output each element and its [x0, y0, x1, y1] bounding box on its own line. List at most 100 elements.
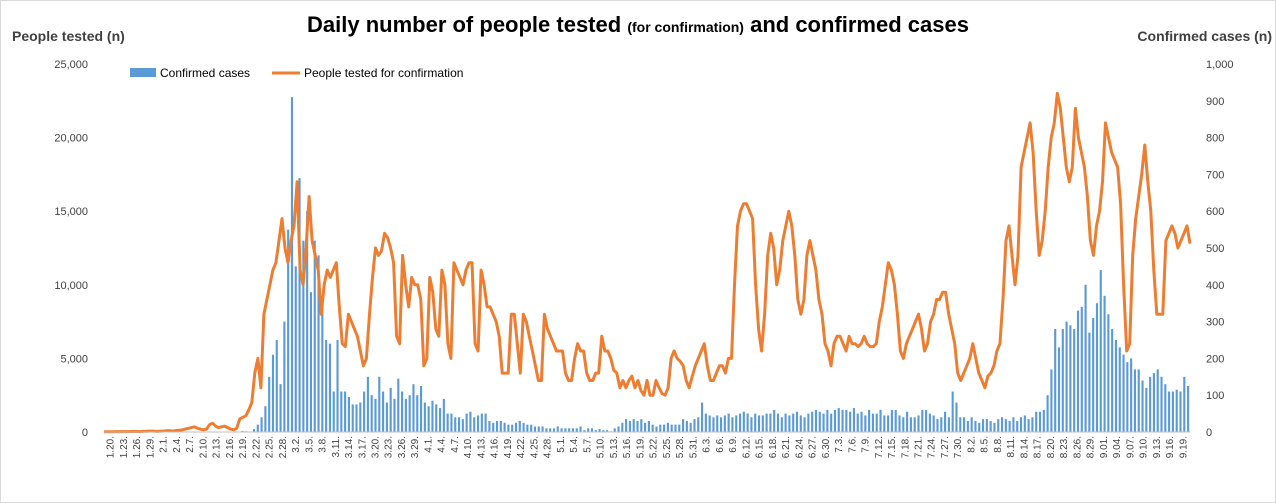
x-tick-label: 5.1. — [556, 436, 567, 453]
confirmed-bar — [898, 415, 901, 432]
x-tick-label: 3.23. — [384, 436, 395, 458]
confirmed-bar — [397, 378, 400, 432]
confirmed-bar — [814, 409, 818, 432]
confirmed-bar — [1187, 386, 1190, 432]
confirmed-bar — [271, 354, 275, 432]
confirmed-bar — [359, 402, 362, 432]
confirmed-bar — [723, 415, 726, 432]
confirmed-bar — [890, 409, 893, 432]
confirmed-bar — [412, 384, 415, 432]
x-tick-label: 7.30. — [953, 436, 964, 458]
confirmed-bar — [852, 408, 856, 432]
x-tick-label: 5.22. — [649, 436, 660, 458]
x-tick-label: 3.17. — [357, 436, 368, 458]
confirmed-bar — [864, 415, 867, 432]
confirmed-bar — [275, 340, 278, 432]
confirmed-bar — [340, 391, 343, 432]
confirmed-bar — [754, 413, 757, 432]
confirmed-bar — [928, 413, 931, 432]
x-tick-label: 7.12. — [874, 436, 885, 458]
confirmed-bar — [427, 406, 430, 432]
confirmed-bar — [533, 426, 537, 432]
confirmed-bar — [499, 420, 502, 432]
confirmed-bar — [993, 422, 996, 432]
confirmed-bar — [799, 415, 802, 432]
confirmed-bar — [625, 419, 628, 432]
confirmed-bar — [1054, 328, 1057, 432]
y-left-tick-label: 15,000 — [54, 206, 88, 218]
confirmed-bar — [268, 376, 271, 432]
x-tick-label: 6.6. — [715, 436, 726, 453]
confirmed-bar — [902, 417, 905, 432]
confirmed-bar — [1012, 417, 1015, 432]
x-tick-label: 5.25. — [662, 436, 673, 458]
confirmed-bar — [997, 419, 1000, 432]
confirmed-bar — [568, 428, 571, 432]
confirmed-bar — [868, 409, 871, 432]
confirmed-bar — [795, 411, 799, 432]
confirmed-bar — [913, 417, 916, 432]
y-right-tick-label: 600 — [1206, 206, 1224, 218]
x-tick-label: 8.14. — [1019, 436, 1030, 458]
confirmed-bar — [1027, 419, 1030, 432]
y-left-tick-label: 0 — [82, 427, 88, 439]
x-tick-label: 9.04. — [1112, 436, 1123, 458]
confirmed-bar — [1114, 340, 1118, 432]
x-tick-label: 6.12. — [741, 436, 752, 458]
x-tick-label: 7.18. — [900, 436, 911, 458]
confirmed-bar — [628, 420, 631, 432]
confirmed-bar — [981, 419, 985, 432]
confirmed-bar — [446, 413, 449, 432]
x-tick-label: 3.11. — [331, 436, 342, 458]
confirmed-bar — [473, 417, 476, 432]
x-tick-label: 4.10. — [463, 436, 474, 458]
y-left-tick-label: 20,000 — [54, 133, 88, 145]
x-tick-label: 2.7. — [185, 436, 196, 453]
confirmed-bar — [1016, 420, 1019, 432]
confirmed-bar — [647, 420, 650, 432]
confirmed-bar — [849, 411, 852, 432]
confirmed-bar — [1171, 391, 1174, 432]
confirmed-bar — [385, 402, 388, 432]
confirmed-bar — [530, 424, 533, 432]
confirmed-bar — [738, 413, 742, 432]
confirmed-bar — [1145, 387, 1148, 432]
y-right-tick-label: 200 — [1206, 353, 1224, 365]
confirmed-bar — [575, 428, 578, 432]
confirmed-bar — [438, 408, 442, 432]
confirmed-bar — [583, 430, 586, 432]
x-tick-label: 8.5. — [980, 436, 991, 453]
x-tick-label: 4.28. — [543, 436, 554, 458]
x-tick-label: 7.27. — [940, 436, 951, 458]
legend-swatch-bars — [130, 68, 156, 77]
x-tick-label: 3.20. — [371, 436, 382, 458]
x-tick-label: 8.20. — [1046, 436, 1057, 458]
confirmed-bar — [389, 387, 392, 432]
confirmed-bar — [1107, 314, 1110, 432]
confirmed-bar — [306, 211, 309, 432]
confirmed-bar — [514, 422, 518, 432]
confirmed-bar — [351, 404, 354, 432]
x-tick-label: 4.7. — [450, 436, 461, 453]
title-end: and confirmed cases — [750, 12, 969, 37]
confirmed-bar — [370, 395, 373, 432]
confirmed-bar — [788, 415, 791, 432]
confirmed-bar — [1103, 295, 1106, 432]
confirmed-bar — [651, 424, 654, 432]
confirmed-bar — [465, 413, 468, 432]
confirmed-bar — [700, 402, 704, 432]
confirmed-bar — [742, 411, 745, 432]
confirmed-bar — [290, 97, 294, 433]
confirmed-bar — [731, 417, 734, 432]
confirmed-bar — [408, 395, 411, 432]
title-small: (for confirmation) — [627, 19, 744, 35]
confirmed-bar — [363, 391, 366, 432]
confirmed-bar — [932, 415, 935, 432]
x-tick-label: 8.8. — [993, 436, 1004, 453]
confirmed-bar — [955, 402, 958, 432]
confirmed-bar — [765, 413, 768, 432]
x-tick-label: 5.16. — [622, 436, 633, 458]
confirmed-bar — [476, 415, 480, 432]
confirmed-bar — [1149, 376, 1152, 432]
